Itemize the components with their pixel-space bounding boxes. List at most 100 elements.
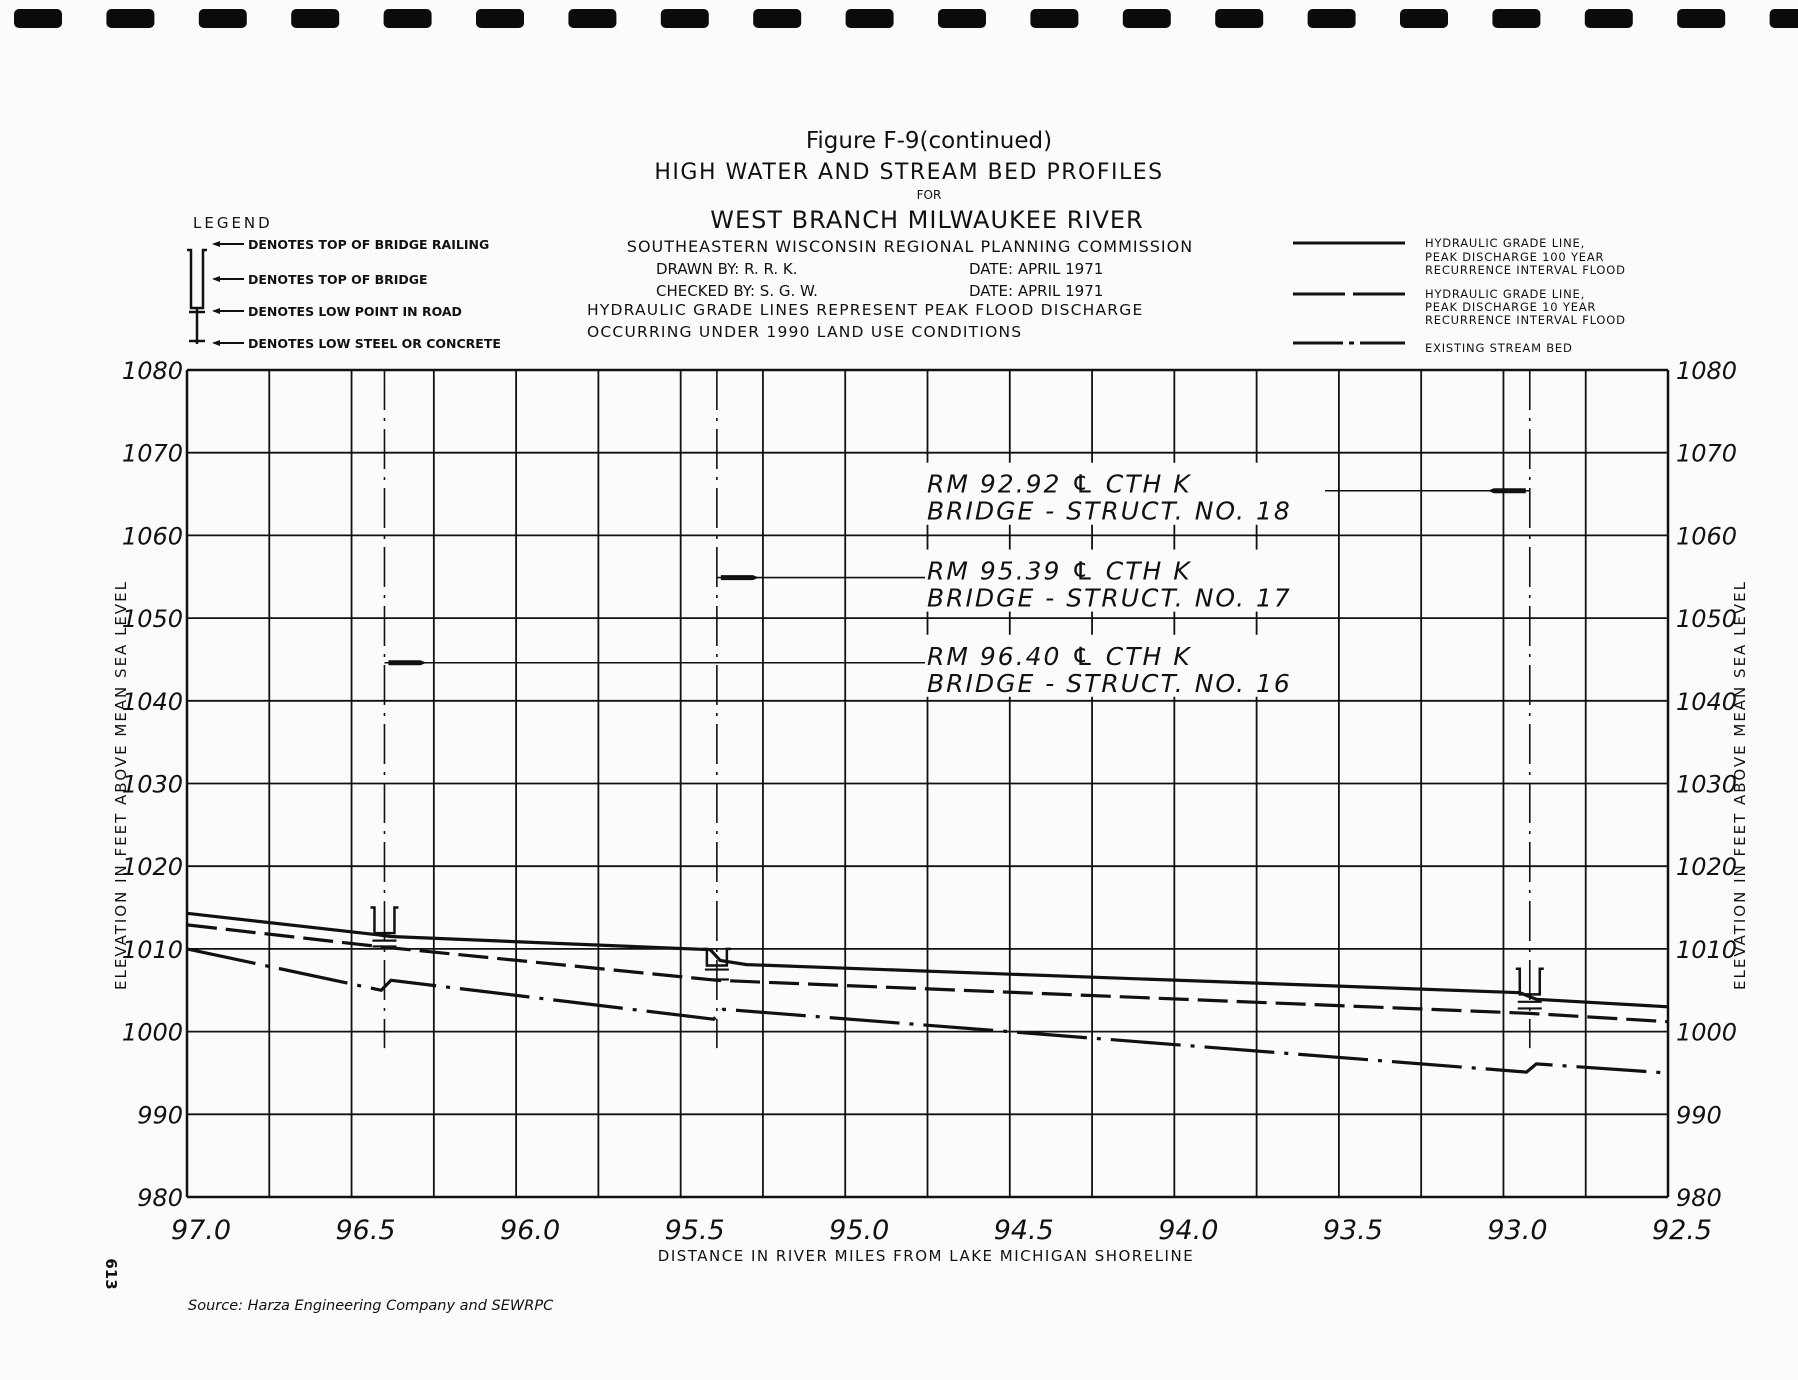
- binder-hole: [938, 9, 986, 28]
- binder-hole: [198, 9, 247, 28]
- binder-hole: [753, 9, 802, 28]
- bridge-railing-symbol: [370, 906, 399, 935]
- bridge-railing-symbol: [1515, 967, 1544, 996]
- arrow-head-icon: [212, 308, 220, 314]
- x-tick-label: 97.0: [171, 1215, 231, 1246]
- x-axis-title: DISTANCE IN RIVER MILES FROM LAKE MICHIG…: [658, 1247, 1194, 1265]
- series-line-dash-dot: [186, 947, 1669, 1075]
- legend-item-label: DENOTES LOW STEEL OR CONCRETE: [248, 336, 501, 351]
- y-tick-label-left: 1000: [122, 1019, 183, 1047]
- x-tick-label: 95.5: [665, 1215, 725, 1246]
- source-note: Source: Harza Engineering Company and SE…: [188, 1298, 554, 1314]
- legend-entry-label: RECURRENCE INTERVAL FLOOD: [1425, 263, 1626, 277]
- y-tick-label-right: 1030: [1676, 771, 1737, 799]
- binder-hole: [14, 9, 62, 28]
- binder-hole: [1492, 9, 1541, 28]
- y-tick-label-right: 1020: [1676, 853, 1737, 881]
- y-tick-label-left: 1050: [122, 605, 183, 633]
- y-tick-label-left: 1060: [122, 522, 183, 550]
- y-tick-label-right: 1070: [1676, 440, 1737, 468]
- binder-hole: [1122, 9, 1171, 28]
- figure-number: Figure F-9(continued): [806, 128, 1052, 154]
- legend-entry-label: HYDRAULIC GRADE LINE,: [1425, 287, 1585, 301]
- agency: SOUTHEASTERN WISCONSIN REGIONAL PLANNING…: [627, 237, 1193, 256]
- binder-hole: [1215, 9, 1264, 28]
- binder-hole: [1584, 9, 1633, 28]
- note-line-2: OCCURRING UNDER 1990 LAND USE CONDITIONS: [587, 323, 1022, 341]
- binder-hole: [476, 9, 524, 28]
- legend-entry-label: EXISTING STREAM BED: [1425, 341, 1573, 355]
- y-tick-label-right: 1000: [1676, 1019, 1737, 1047]
- y-axis-title-right: ELEVATION IN FEET ABOVE MEAN SEA LEVEL: [1731, 580, 1749, 990]
- y-axis-title-left: ELEVATION IN FEET ABOVE MEAN SEA LEVEL: [112, 580, 130, 990]
- page-number: 613: [102, 1258, 120, 1289]
- y-tick-label-left: 1020: [122, 853, 183, 881]
- legend-entry-label: HYDRAULIC GRADE LINE,: [1425, 236, 1585, 250]
- y-tick-label-right: 980: [1676, 1184, 1722, 1212]
- bridge-annotation-line-1: RM 92.92 ℄ CTH K: [927, 470, 1192, 499]
- x-tick-label: 96.5: [335, 1215, 395, 1246]
- checked-by: CHECKED BY: S. G. W.: [656, 282, 818, 300]
- x-tick-label: 94.5: [994, 1215, 1054, 1246]
- series-line-dashed: [186, 923, 1669, 1024]
- legend-item-label: DENOTES TOP OF BRIDGE: [248, 272, 428, 287]
- binder-hole: [383, 9, 432, 28]
- bridge-annotation-line-1: RM 95.39 ℄ CTH K: [927, 557, 1192, 586]
- legend-entry-label: PEAK DISCHARGE 100 YEAR: [1425, 250, 1604, 264]
- annotation-background: [925, 549, 1325, 612]
- y-tick-label-left: 1010: [122, 936, 183, 964]
- binder-hole: [1307, 9, 1356, 28]
- binder-hole: [1030, 9, 1079, 28]
- binder-hole: [1677, 9, 1726, 28]
- note-line-1: HYDRAULIC GRADE LINES REPRESENT PEAK FLO…: [587, 301, 1143, 319]
- y-tick-label-left: 1070: [122, 440, 183, 468]
- x-tick-label: 92.5: [1652, 1215, 1712, 1246]
- y-tick-label-left: 1080: [122, 357, 183, 385]
- arrow-head-icon: [212, 340, 220, 346]
- binder-hole: [291, 9, 340, 28]
- bridge-annotation-line-1: RM 96.40 ℄ CTH K: [927, 642, 1192, 671]
- annotation-background: [925, 462, 1325, 525]
- x-tick-label: 95.0: [829, 1215, 889, 1246]
- y-tick-label-right: 1040: [1676, 688, 1737, 716]
- chart-title: HIGH WATER AND STREAM BED PROFILES: [654, 160, 1163, 185]
- y-tick-label-right: 1060: [1676, 522, 1737, 550]
- y-tick-label-left: 1040: [122, 688, 183, 716]
- x-tick-label: 93.5: [1323, 1215, 1383, 1246]
- legend-entry-label: PEAK DISCHARGE 10 YEAR: [1425, 300, 1596, 314]
- bridge-symbol-icon: [187, 248, 207, 344]
- arrow-head-icon: [212, 276, 220, 282]
- bridge-annotation-line-2: BRIDGE - STRUCT. NO. 17: [927, 584, 1292, 613]
- binder-hole: [1769, 9, 1798, 28]
- title-for: FOR: [917, 188, 942, 202]
- annotation-background: [925, 634, 1325, 697]
- y-tick-label-left: 1030: [122, 771, 183, 799]
- series-line-solid: [186, 911, 1669, 1009]
- series-legend: HYDRAULIC GRADE LINE,PEAK DISCHARGE 100 …: [1293, 236, 1626, 355]
- checked-date: DATE: APRIL 1971: [969, 282, 1103, 300]
- y-tick-label-left: 990: [137, 1101, 183, 1129]
- bridge-flag-icon: [720, 575, 759, 581]
- binder-hole: [568, 9, 617, 28]
- bridge-flag-icon: [1487, 488, 1526, 494]
- legend-item-label: DENOTES LOW POINT IN ROAD: [248, 304, 462, 319]
- binder-hole: [1400, 9, 1448, 28]
- y-tick-label-right: 1050: [1676, 605, 1737, 633]
- legend-item-label: DENOTES TOP OF BRIDGE RAILING: [248, 237, 489, 252]
- y-tick-label-right: 1080: [1676, 357, 1737, 385]
- y-tick-label-right: 1010: [1676, 936, 1737, 964]
- y-tick-label-right: 990: [1676, 1101, 1722, 1129]
- drawn-by: DRAWN BY: R. R. K.: [656, 260, 798, 278]
- symbol-legend: LEGEND DENOTES TOP OF BRIDGE RAILING DENO…: [187, 214, 501, 351]
- bridge-annotation-line-2: BRIDGE - STRUCT. NO. 16: [927, 669, 1292, 698]
- arrow-head-icon: [212, 241, 220, 247]
- x-tick-label: 93.0: [1487, 1215, 1547, 1246]
- y-tick-label-left: 980: [137, 1184, 183, 1212]
- legend-title: LEGEND: [193, 214, 273, 232]
- binder-hole: [106, 9, 155, 28]
- binder-holes: [14, 9, 1798, 28]
- x-tick-label: 96.0: [500, 1215, 560, 1246]
- binder-hole: [845, 9, 894, 28]
- profile-chart: 1080 1080 1070 1070 1060 1060 1050 1050 1040 1040…: [122, 357, 1737, 1246]
